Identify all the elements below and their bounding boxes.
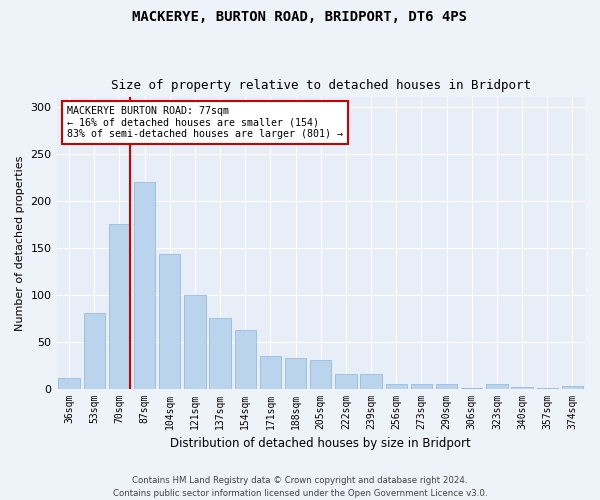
X-axis label: Distribution of detached houses by size in Bridport: Distribution of detached houses by size … <box>170 437 471 450</box>
Bar <box>159 254 181 388</box>
Y-axis label: Number of detached properties: Number of detached properties <box>15 156 25 330</box>
Bar <box>411 384 432 388</box>
Bar <box>260 356 281 388</box>
Bar <box>335 374 356 388</box>
Bar <box>184 294 206 388</box>
Bar <box>58 378 80 388</box>
Bar <box>285 358 307 388</box>
Bar <box>109 224 130 388</box>
Bar <box>361 374 382 388</box>
Bar <box>486 384 508 388</box>
Text: MACKERYE BURTON ROAD: 77sqm
← 16% of detached houses are smaller (154)
83% of se: MACKERYE BURTON ROAD: 77sqm ← 16% of det… <box>67 106 343 140</box>
Bar <box>511 386 533 388</box>
Bar <box>235 330 256 388</box>
Bar <box>209 318 231 388</box>
Bar <box>83 314 105 388</box>
Bar <box>386 384 407 388</box>
Bar <box>436 384 457 388</box>
Text: Contains HM Land Registry data © Crown copyright and database right 2024.
Contai: Contains HM Land Registry data © Crown c… <box>113 476 487 498</box>
Text: MACKERYE, BURTON ROAD, BRIDPORT, DT6 4PS: MACKERYE, BURTON ROAD, BRIDPORT, DT6 4PS <box>133 10 467 24</box>
Bar <box>310 360 331 388</box>
Title: Size of property relative to detached houses in Bridport: Size of property relative to detached ho… <box>111 79 531 92</box>
Bar <box>562 386 583 388</box>
Bar <box>134 182 155 388</box>
